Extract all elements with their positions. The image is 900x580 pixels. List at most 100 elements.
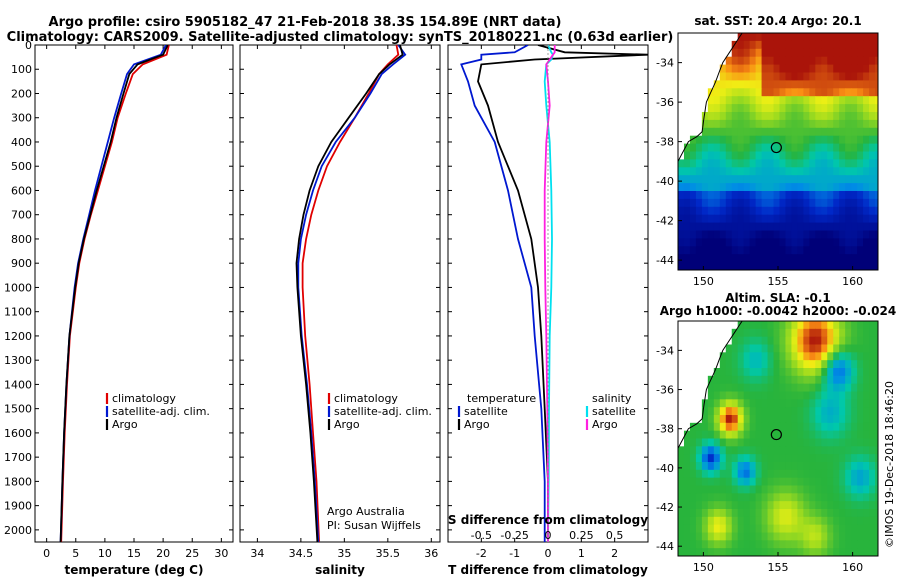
map-cell [833,415,840,424]
map-cell [791,135,798,145]
map-cell [863,151,870,160]
map-cell [749,524,757,534]
map-cell [743,56,751,66]
map-cell [791,56,798,66]
map-cell [755,540,763,549]
map-cell [695,135,703,145]
secondary-tick-label: 0.5 [606,529,624,542]
map-cell [713,143,721,153]
map-cell [815,438,822,447]
map-cell [719,167,727,176]
map-cell [761,80,769,89]
map-cell [755,167,763,176]
map-cell [755,391,763,400]
map-cell [773,230,781,239]
map-cell [869,556,876,564]
map-cell [833,524,840,534]
map-cell [809,407,816,416]
map-cell [869,270,876,279]
map-cell [713,477,721,487]
map-cell [779,167,787,176]
map-cell [869,516,876,526]
map-cell [845,127,852,137]
map-cell [791,454,798,463]
map-cell [809,40,816,50]
map-cell [803,422,810,432]
map-cell [839,112,846,121]
map-cell [701,246,709,255]
y-tick-label: -36 [656,384,674,397]
map-cell [815,462,822,471]
map-cell [773,430,781,440]
map-cell [767,532,775,541]
map-cell [701,532,709,541]
map-cell [791,198,798,208]
map-cell [857,540,864,549]
map-cell [821,56,828,66]
map-cell [743,206,751,216]
map-cell [863,516,870,526]
map-cell [815,112,822,121]
map-cell [719,540,727,549]
map-cell [719,214,727,224]
map-cell [713,119,721,129]
map-cell [845,454,852,463]
map-cell [785,422,793,432]
map-cell [683,238,691,247]
map-cell [839,415,846,424]
map-cell [767,56,775,66]
map-cell [791,509,798,518]
land-cell [713,336,721,346]
map-cell [773,112,781,121]
map-cell [719,238,727,247]
map-cell [737,501,745,510]
land-cell [689,72,697,81]
map-cell [743,509,751,518]
map-cell [863,191,870,200]
land-cell [678,143,685,153]
map-cell [707,112,715,121]
map-cell [815,40,822,50]
map-cell [719,516,727,526]
map-cell [689,509,697,518]
map-cell [797,112,804,121]
plot-frame [239,44,441,543]
map-cell [713,80,721,89]
map-cell [755,344,763,353]
map-cell [743,485,751,494]
map-cell [869,33,876,42]
map-cell [797,328,804,338]
map-cell [791,191,798,200]
map-cell [707,540,715,549]
map-cell [851,501,858,510]
map-cell [719,96,727,105]
map-cell [749,328,757,338]
map-cell [863,540,870,549]
map-cell [731,469,739,479]
map-cell [827,469,834,479]
map-cell [827,344,834,353]
map-cell [719,80,727,89]
map-cell [713,375,721,385]
map-cell [815,509,822,518]
map-cell [749,80,757,89]
map-cell [773,222,781,232]
map-cell [683,430,691,440]
map-cell [815,222,822,232]
map-cell [833,88,840,97]
map-cell [749,159,757,168]
map-cell [713,548,721,556]
map-cell [821,151,828,160]
map-cell [678,262,685,270]
map-cell [683,175,691,184]
map-cell [731,246,739,255]
map-cell [809,360,816,369]
map-cell [737,368,745,377]
map-cell [857,383,864,393]
map-cell [851,104,858,113]
map-cell [785,112,793,121]
map-cell [773,143,781,153]
map-cell [779,415,787,424]
map-cell [857,135,864,145]
map-cell [761,344,769,353]
